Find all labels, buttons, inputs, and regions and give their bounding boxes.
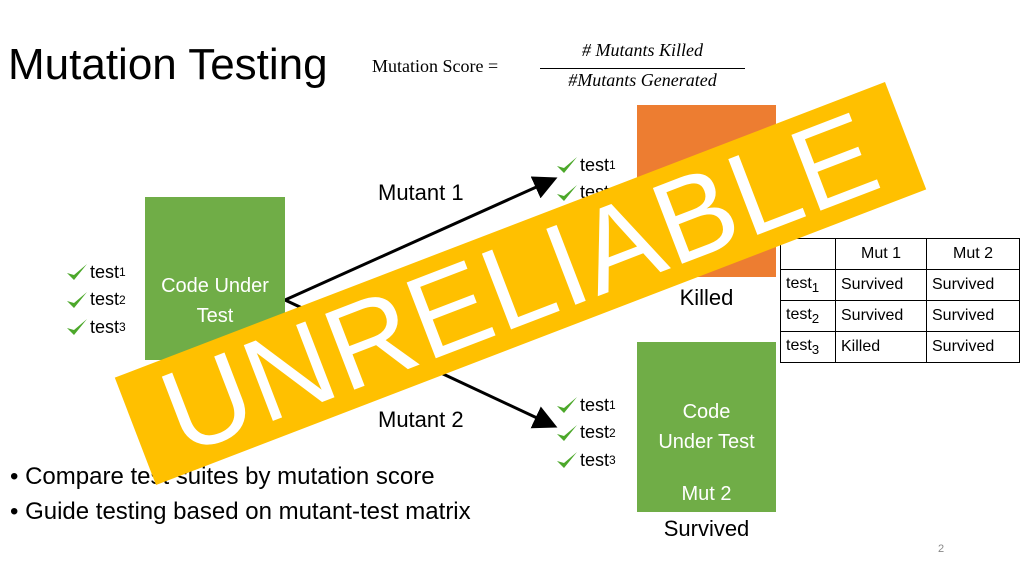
- test-item: test 1: [556, 152, 616, 178]
- fraction-bar: [540, 68, 745, 69]
- test-name: test: [580, 422, 610, 442]
- test-name: test: [90, 289, 120, 309]
- arrow: [284, 176, 558, 302]
- table-cell: Survived: [926, 269, 1020, 301]
- test-index: 1: [609, 398, 616, 412]
- check-icon: [67, 264, 87, 280]
- test-name: test: [786, 305, 812, 323]
- test-index: 2: [811, 311, 820, 327]
- bullet: • Guide testing based on mutant-test mat…: [10, 498, 471, 525]
- header-cell: Mut 1: [835, 238, 927, 270]
- test-index: 3: [609, 453, 616, 467]
- test-index: 3: [811, 342, 820, 358]
- mutant-2-box: Code Under Test Mut 2: [637, 342, 776, 512]
- table-cell: Survived: [926, 300, 1020, 332]
- bullet-text: Guide testing based on mutant-test matri…: [25, 498, 471, 525]
- check-icon: [557, 397, 577, 413]
- test-name: test: [90, 261, 120, 282]
- mutant-label: Code Under Test: [658, 401, 755, 453]
- status: Survived: [663, 516, 750, 541]
- test-index: 1: [119, 265, 126, 279]
- test-name: test: [786, 274, 812, 292]
- test-name: test: [90, 316, 120, 337]
- bullet: • Compare test suites by mutation score: [10, 463, 435, 490]
- mutant-name: Mut 2: [681, 483, 732, 505]
- test-index: 2: [119, 292, 126, 307]
- title: Mutation Testing: [8, 40, 328, 89]
- status: Killed: [679, 285, 734, 310]
- formula-lhs: Mutation Score =: [372, 56, 499, 76]
- test-item: test 1: [66, 259, 126, 285]
- test-item: test 1: [556, 392, 616, 418]
- header-cell: Mut 2: [926, 238, 1020, 270]
- test-name: test: [580, 394, 610, 415]
- row-header: test1: [780, 269, 836, 301]
- table-row: test2 Survived Survived: [780, 300, 1020, 332]
- test-index: 1: [609, 158, 616, 172]
- test-index: 2: [609, 425, 616, 440]
- table-cell: Killed: [835, 331, 927, 363]
- check-icon: [557, 452, 577, 468]
- table-row: test3 Killed Survived: [780, 331, 1020, 363]
- formula-denominator: #Mutants Generated: [568, 70, 717, 90]
- check-icon: [557, 157, 577, 173]
- check-icon: [67, 291, 87, 308]
- test-index: 3: [119, 320, 126, 334]
- row-header: test2: [780, 300, 836, 332]
- table-row: test1 Survived Survived: [780, 269, 1020, 301]
- row-header: test3: [780, 331, 836, 363]
- formula-numerator: # Mutants Killed: [582, 40, 703, 60]
- test-name: test: [580, 154, 610, 175]
- table-cell: Survived: [926, 331, 1020, 363]
- test-index: 1: [811, 280, 820, 296]
- test-name: test: [786, 336, 812, 354]
- bullet-text: Compare test suites by mutation score: [25, 463, 435, 490]
- page-number: 2: [938, 543, 945, 555]
- matrix: Mut 1 Mut 2 test1 Survived Survived test2 Sur…: [780, 238, 1020, 363]
- original-label: Code Under Test: [161, 275, 269, 327]
- check-icon: [557, 424, 577, 441]
- table-cell: Survived: [835, 269, 927, 301]
- test-name: test: [580, 449, 610, 470]
- check-icon: [67, 319, 87, 335]
- edge-label: Mutant 1: [378, 180, 464, 205]
- table-cell: Survived: [835, 300, 927, 332]
- edge-label: Mutant 2: [378, 407, 464, 432]
